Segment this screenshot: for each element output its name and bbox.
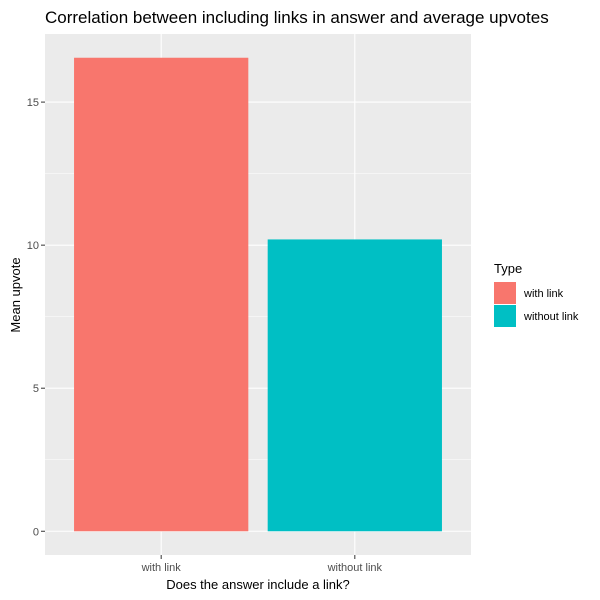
bars — [74, 57, 442, 532]
y-tick-label: 5 — [33, 383, 39, 395]
x-axis: with link without link — [141, 555, 383, 574]
y-tick-label: 10 — [27, 240, 39, 252]
x-tick-label: with link — [141, 562, 182, 574]
y-tick-label: 15 — [27, 97, 39, 109]
x-tick-label: without link — [327, 562, 383, 574]
legend-label: without link — [523, 311, 579, 323]
bar-with-link — [74, 57, 249, 532]
y-axis: 0 5 10 15 — [27, 97, 45, 538]
x-axis-title: Does the answer include a link? — [166, 577, 350, 592]
legend-key-without-link — [494, 305, 516, 327]
y-axis-title: Mean upvote — [8, 257, 23, 332]
legend-label: with link — [523, 288, 564, 300]
bar-without-link — [267, 239, 442, 532]
y-tick-label: 0 — [33, 526, 39, 538]
legend-title: Type — [494, 261, 522, 276]
legend: Type with link without link — [494, 261, 579, 327]
legend-key-with-link — [494, 282, 516, 304]
chart-title: Correlation between including links in a… — [45, 8, 549, 27]
